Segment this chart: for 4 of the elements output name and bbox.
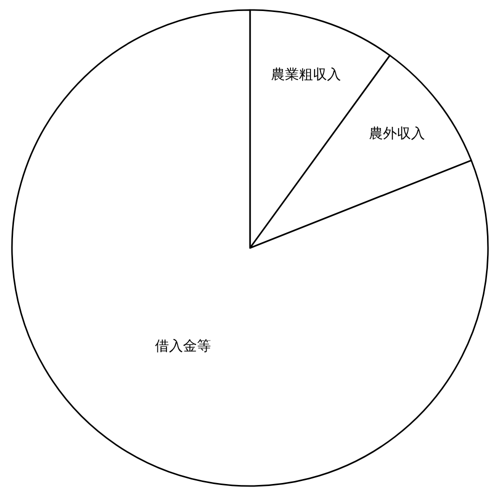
slice-label: 借入金等 bbox=[155, 338, 212, 354]
pie-slice bbox=[11, 9, 489, 487]
slice-label: 農外収入 bbox=[369, 126, 426, 142]
slice-label: 農業粗収入 bbox=[271, 67, 342, 84]
